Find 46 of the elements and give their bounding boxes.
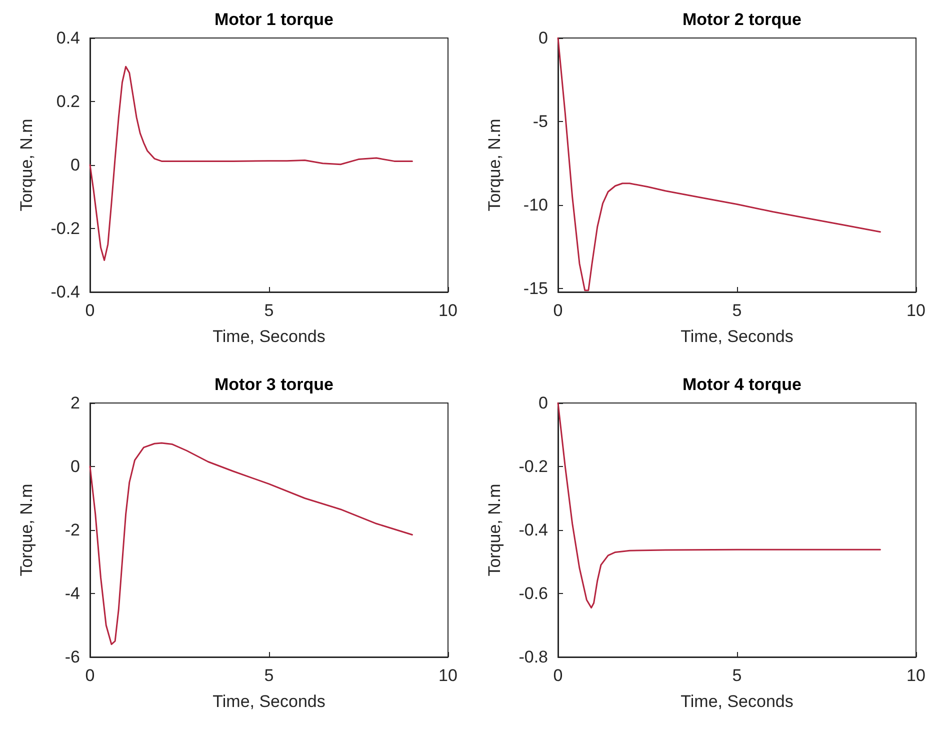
y-tick-label: -0.4	[518, 520, 548, 540]
chart-title: Motor 1 torque	[214, 10, 334, 29]
line-series	[557, 402, 881, 609]
x-tick-label: 5	[264, 666, 274, 685]
y-tick-label: 0.4	[56, 28, 80, 48]
y-tick-label: 2	[70, 394, 80, 412]
y-axis-title: Torque, N.m	[485, 118, 504, 212]
y-tick-label: -15	[523, 279, 548, 298]
line-series	[89, 442, 413, 646]
y-tick-label: -2	[64, 520, 80, 540]
y-axis-title: Torque, N.m	[17, 118, 36, 212]
line-series	[89, 66, 413, 261]
y-tick-label: 0.2	[56, 92, 80, 111]
y-tick-label: 0	[70, 457, 80, 476]
x-axis-title: Time, Seconds	[212, 327, 326, 346]
y-tick-label: -10	[523, 196, 548, 215]
x-axis-title: Time, Seconds	[212, 692, 326, 711]
y-tick-label: -4	[64, 584, 80, 603]
x-tick-label: 10	[906, 666, 926, 685]
x-tick-label: 10	[906, 301, 926, 320]
x-tick-label: 10	[438, 666, 458, 685]
x-tick-label: 0	[85, 666, 95, 685]
y-tick-label: -0.8	[518, 648, 548, 666]
chart-title: Motor 3 torque	[214, 375, 334, 394]
x-axis-title: Time, Seconds	[680, 692, 794, 711]
chart-title: Motor 4 torque	[682, 375, 802, 394]
y-axis-title: Torque, N.m	[17, 484, 36, 576]
x-tick-label: 10	[438, 301, 458, 320]
y-tick-label: -5	[532, 112, 548, 132]
y-axis-title: Torque, N.m	[485, 484, 504, 576]
chart-title: Motor 2 torque	[682, 10, 802, 29]
y-tick-label: 0	[538, 394, 548, 412]
x-tick-label: 0	[553, 301, 563, 320]
y-tick-label: -6	[64, 648, 80, 666]
x-tick-label: 5	[732, 666, 742, 685]
x-tick-label: 0	[85, 301, 95, 320]
y-tick-label: 0	[70, 156, 80, 174]
y-tick-label: -0.2	[518, 457, 548, 476]
x-tick-label: 5	[264, 301, 274, 320]
x-axis-title: Time, Seconds	[680, 327, 794, 346]
y-tick-label: 0	[538, 28, 548, 48]
x-tick-label: 0	[553, 666, 563, 685]
x-tick-label: 5	[732, 301, 742, 320]
y-tick-label: -0.4	[50, 282, 80, 302]
y-tick-label: -0.6	[518, 584, 548, 603]
y-tick-label: -0.2	[50, 219, 80, 238]
